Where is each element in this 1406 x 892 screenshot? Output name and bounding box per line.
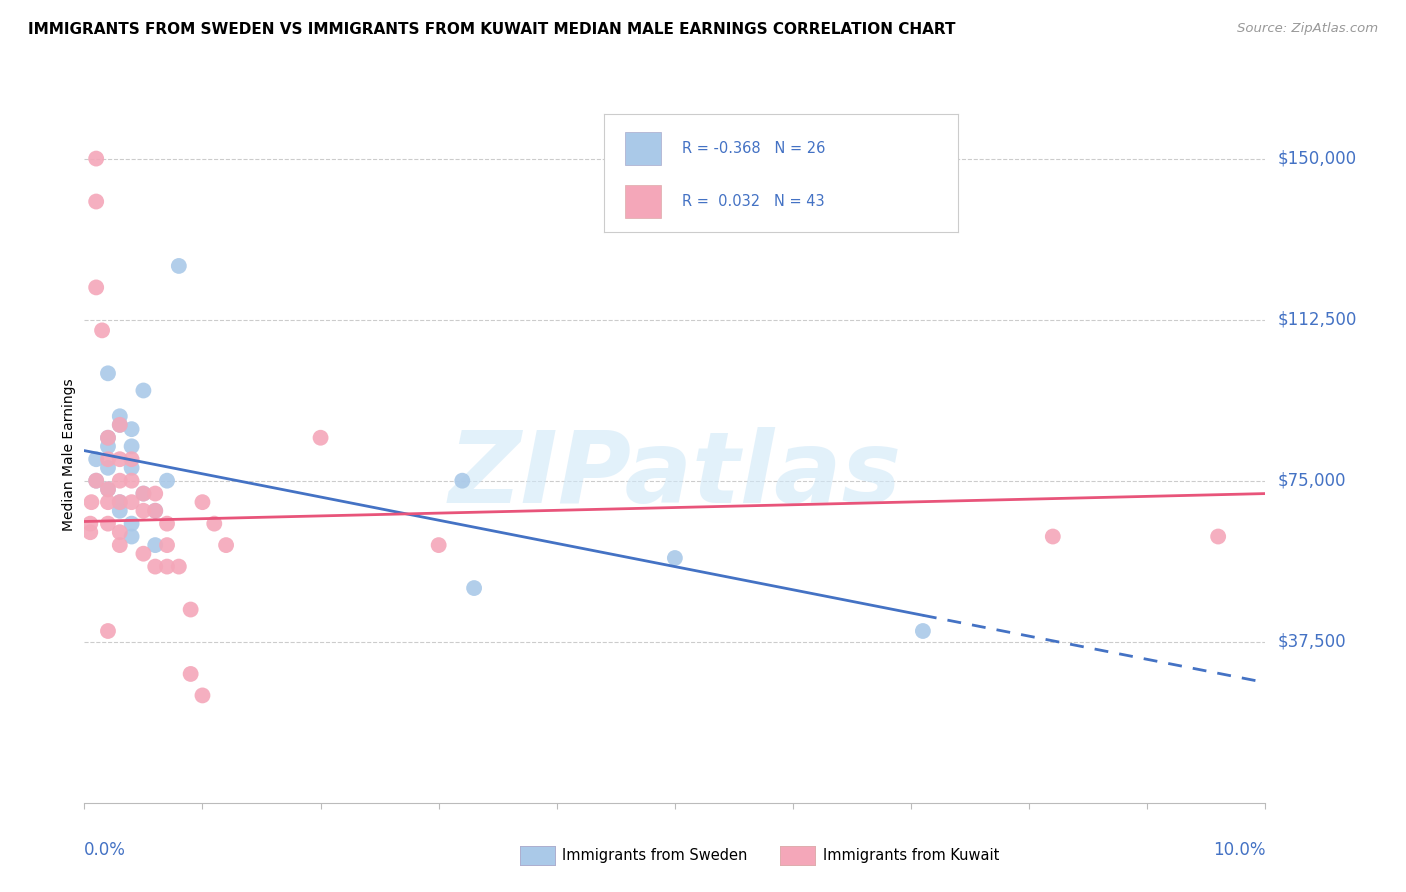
Point — [80, 495, 103, 509]
Point — [911, 624, 934, 638]
Text: Immigrants from Sweden: Immigrants from Sweden — [562, 848, 748, 863]
Point — [121, 516, 143, 531]
Point — [97, 483, 120, 497]
Point — [451, 474, 474, 488]
Point — [132, 547, 155, 561]
Point — [132, 384, 155, 398]
Point — [143, 486, 166, 500]
Point — [121, 422, 143, 436]
Point — [121, 529, 143, 543]
Point — [97, 452, 120, 467]
Point — [84, 452, 107, 467]
Point — [79, 525, 101, 540]
Point — [121, 474, 143, 488]
Point — [143, 504, 166, 518]
Point — [427, 538, 450, 552]
Point — [191, 689, 214, 703]
Point — [132, 486, 155, 500]
Text: $112,500: $112,500 — [1277, 310, 1357, 328]
Point — [132, 486, 155, 500]
Point — [108, 452, 131, 467]
Point — [180, 667, 202, 681]
Point — [108, 409, 131, 424]
Point — [167, 559, 190, 574]
Text: $75,000: $75,000 — [1277, 472, 1346, 490]
Text: Immigrants from Kuwait: Immigrants from Kuwait — [823, 848, 998, 863]
Point — [108, 504, 131, 518]
Point — [156, 538, 179, 552]
Point — [97, 439, 120, 453]
Point — [97, 460, 120, 475]
Point — [84, 280, 107, 294]
Point — [156, 474, 179, 488]
Point — [108, 417, 131, 432]
Text: 0.0%: 0.0% — [84, 841, 127, 859]
Point — [121, 460, 143, 475]
Point — [97, 431, 120, 445]
Point — [84, 474, 107, 488]
Point — [108, 495, 131, 509]
Point — [91, 323, 114, 337]
Point — [156, 559, 179, 574]
Point — [108, 495, 131, 509]
Text: Source: ZipAtlas.com: Source: ZipAtlas.com — [1237, 22, 1378, 36]
Point — [215, 538, 238, 552]
Text: $37,500: $37,500 — [1277, 632, 1346, 651]
Point — [84, 474, 107, 488]
Point — [191, 495, 214, 509]
Point — [202, 516, 225, 531]
Text: $150,000: $150,000 — [1277, 150, 1357, 168]
Point — [97, 624, 120, 638]
Point — [143, 504, 166, 518]
Point — [108, 417, 131, 432]
Point — [132, 504, 155, 518]
Point — [143, 538, 166, 552]
Point — [309, 431, 332, 445]
Point — [664, 551, 686, 566]
Point — [108, 525, 131, 540]
Point — [121, 439, 143, 453]
Point — [143, 559, 166, 574]
Point — [84, 152, 107, 166]
Text: ZIPatlas: ZIPatlas — [449, 427, 901, 524]
Point — [167, 259, 190, 273]
Point — [156, 516, 179, 531]
Point — [463, 581, 485, 595]
Point — [1206, 529, 1229, 543]
Point — [97, 516, 120, 531]
Point — [97, 483, 120, 497]
Point — [97, 431, 120, 445]
Point — [1042, 529, 1064, 543]
Point — [84, 194, 107, 209]
Point — [97, 495, 120, 509]
Point — [121, 495, 143, 509]
Point — [108, 538, 131, 552]
Y-axis label: Median Male Earnings: Median Male Earnings — [62, 378, 76, 532]
Point — [180, 602, 202, 616]
Point — [121, 452, 143, 467]
Text: 10.0%: 10.0% — [1213, 841, 1265, 859]
Point — [108, 474, 131, 488]
Text: IMMIGRANTS FROM SWEDEN VS IMMIGRANTS FROM KUWAIT MEDIAN MALE EARNINGS CORRELATIO: IMMIGRANTS FROM SWEDEN VS IMMIGRANTS FRO… — [28, 22, 956, 37]
Point — [79, 516, 101, 531]
Point — [97, 367, 120, 381]
